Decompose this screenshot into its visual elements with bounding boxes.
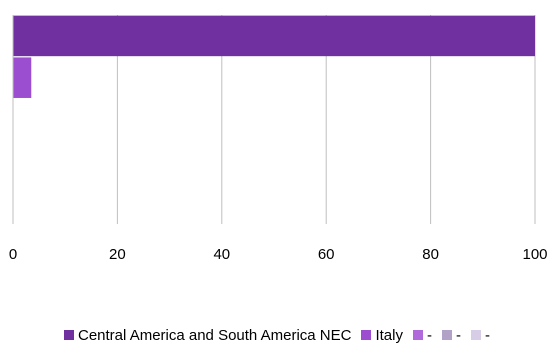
legend-swatch-4	[470, 330, 481, 340]
legend-swatch-3	[441, 330, 452, 340]
legend: Central America and South America NEC Ita…	[0, 322, 554, 348]
bar-0-0	[13, 15, 535, 57]
x-tick-label-1: 20	[109, 246, 126, 263]
legend-item-0: Central America and South America NEC	[64, 327, 351, 344]
x-tick-labels: 0 20 40 60 80 100	[9, 246, 548, 263]
legend-item-1: Italy	[361, 327, 403, 344]
x-tick-label-5: 100	[522, 246, 547, 263]
x-tick-label-4: 80	[422, 246, 439, 263]
legend-label-1: Italy	[375, 326, 403, 344]
legend-label-0: Central America and South America NEC	[78, 326, 352, 344]
bar-chart: 0 20 40 60 80 100	[9, 15, 548, 263]
x-tick-label-2: 40	[213, 246, 230, 263]
legend-item-4: -	[470, 326, 490, 344]
legend-label-2: -	[426, 326, 432, 344]
legend-swatch-0	[64, 330, 74, 340]
legend-swatch-2	[412, 330, 423, 340]
legend-swatch-1	[361, 330, 372, 340]
legend-item-2: -	[412, 326, 432, 344]
legend-item-3: -	[441, 326, 461, 344]
x-tick-label-3: 60	[318, 246, 335, 263]
legend-label-4: -	[484, 326, 490, 344]
legend-label-3: -	[455, 326, 461, 344]
bars	[13, 15, 535, 98]
bar-1-1	[13, 57, 32, 98]
x-tick-label-0: 0	[9, 246, 17, 263]
